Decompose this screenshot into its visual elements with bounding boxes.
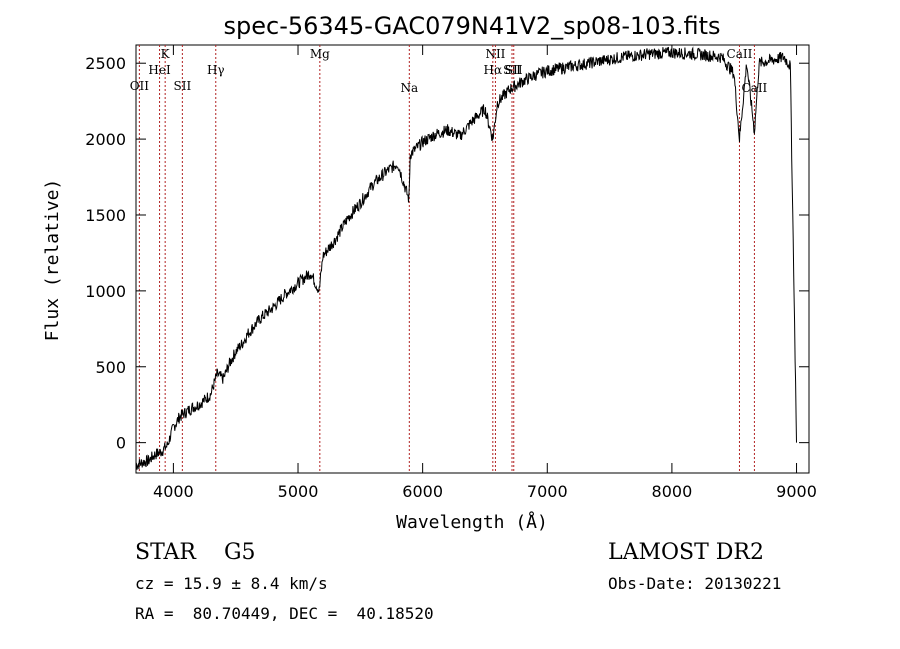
y-tick-label: 2000: [85, 130, 126, 149]
y-tick-label: 2500: [85, 54, 126, 73]
spectral-line-label: OII: [130, 79, 150, 93]
y-tick-label: 1500: [85, 206, 126, 225]
spectral-line-label: SII: [503, 63, 521, 77]
y-tick-label: 0: [116, 434, 126, 453]
radec-line: RA = 80.70449, DEC = 40.18520: [135, 604, 434, 623]
chart-title: spec-56345-GAC079N41V2_sp08-103.fits: [224, 12, 721, 40]
y-tick-label: 500: [95, 358, 126, 377]
spectral-line-label: K: [161, 47, 171, 61]
survey-name: LAMOST DR2: [608, 540, 764, 565]
y-axis-label: Flux (relative): [42, 179, 63, 342]
axis-ticks: 4000 5000 6000 7000 8000 9000 0 500 1000 1500 2000…: [85, 45, 817, 501]
spectral-line-label: Na: [400, 81, 418, 95]
x-tick-label: 7000: [527, 482, 568, 501]
spectral-line-label: SII: [174, 79, 192, 93]
spectrum-line: [135, 46, 797, 470]
spectral-line-label: Mg: [310, 47, 330, 61]
obs-date: Obs-Date: 20130221: [608, 574, 782, 593]
x-tick-label: 6000: [402, 482, 443, 501]
spectral-line-label: NII: [485, 47, 505, 61]
spectral-line-label: CaII: [727, 47, 753, 61]
y-tick-label: 1000: [85, 282, 126, 301]
spectral-line-label: SII: [505, 63, 523, 77]
x-axis-label: Wavelength (Å): [396, 511, 548, 533]
spectral-line-label: CaII: [741, 81, 767, 95]
class-line: STAR G5: [135, 540, 256, 565]
spectral-line-label: Hα: [484, 63, 503, 77]
cz-line: cz = 15.9 ± 8.4 km/s: [135, 574, 328, 593]
x-tick-label: 9000: [776, 482, 817, 501]
plot-frame: [135, 44, 810, 474]
spectral-line-label: HeI: [148, 63, 171, 77]
x-tick-label: 5000: [278, 482, 319, 501]
x-tick-label: 4000: [153, 482, 194, 501]
x-tick-label: 8000: [652, 482, 693, 501]
spectral-line-label: Hγ: [207, 63, 225, 77]
